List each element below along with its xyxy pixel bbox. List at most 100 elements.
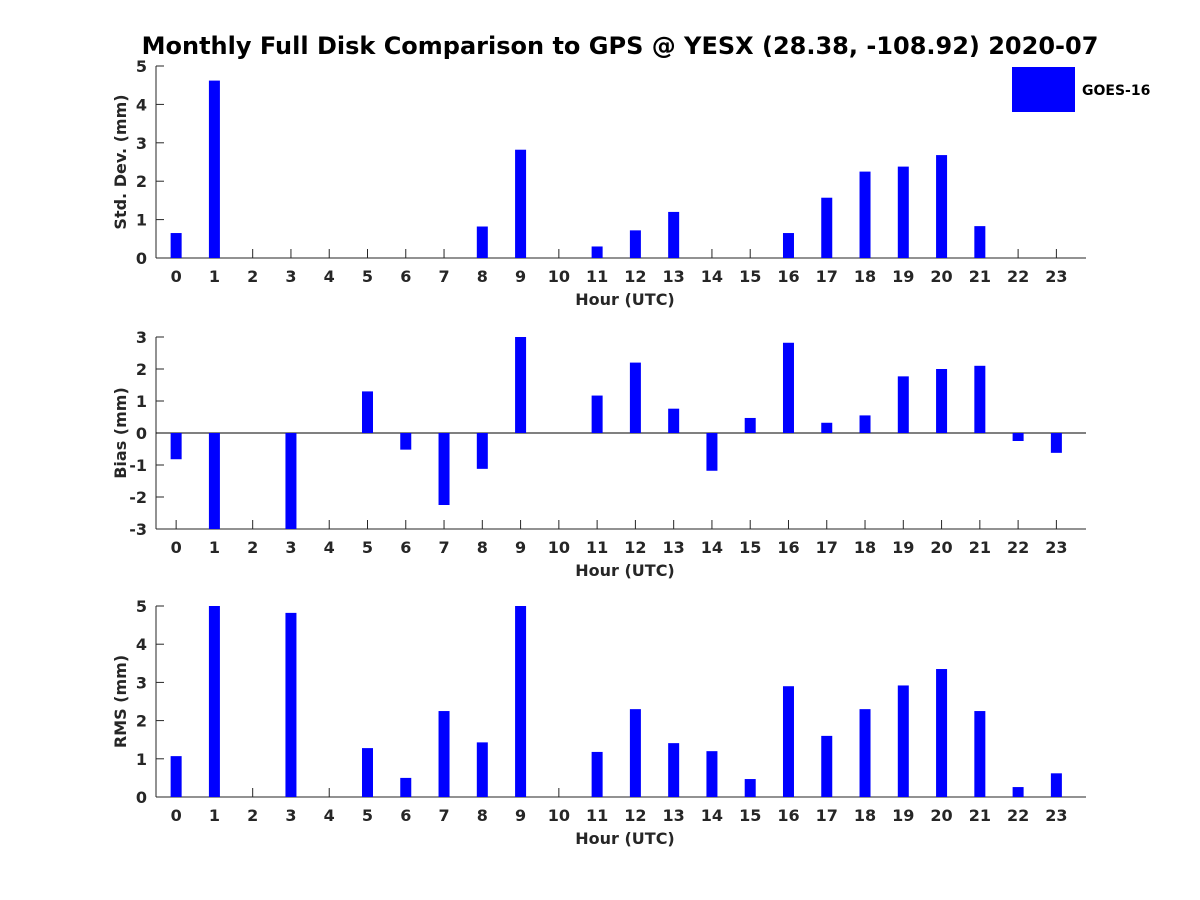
x-tick-label: 16 — [777, 806, 799, 825]
x-tick-label: 13 — [663, 806, 685, 825]
x-tick-label: 17 — [816, 267, 838, 286]
bar-hour-19 — [897, 685, 909, 797]
bar-hour-13 — [668, 211, 680, 258]
x-tick-label: 21 — [969, 806, 991, 825]
x-tick-label: 10 — [548, 267, 570, 286]
x-tick-label: 15 — [739, 538, 761, 557]
y-tick-label: 2 — [136, 172, 147, 191]
x-tick-label: 5 — [362, 806, 373, 825]
y-tick-label: -3 — [129, 520, 147, 539]
bar-hour-19 — [897, 376, 909, 433]
x-tick-label: 10 — [548, 538, 570, 557]
x-tick-label: 19 — [892, 267, 914, 286]
bar-hour-16 — [782, 233, 794, 258]
x-tick-label: 20 — [930, 806, 952, 825]
x-tick-label: 9 — [515, 267, 526, 286]
bar-hour-8 — [476, 433, 488, 469]
legend-swatch — [1012, 67, 1075, 112]
bar-hour-6 — [400, 433, 412, 450]
y-tick-label: 4 — [136, 95, 147, 114]
bar-hour-8 — [476, 742, 488, 797]
x-tick-label: 5 — [362, 538, 373, 557]
bar-hour-22 — [1012, 787, 1024, 797]
x-tick-label: 1 — [209, 806, 220, 825]
y-tick-label: 0 — [136, 788, 147, 807]
bar-hour-6 — [400, 777, 412, 797]
x-tick-label: 14 — [701, 806, 723, 825]
bar-hour-18 — [859, 415, 871, 433]
x-tick-label: 22 — [1007, 267, 1029, 286]
y-axis-label: Bias (mm) — [111, 387, 130, 479]
x-tick-label: 3 — [285, 267, 296, 286]
x-tick-label: 0 — [171, 267, 182, 286]
bar-hour-20 — [936, 155, 948, 258]
x-axis-label: Hour (UTC) — [575, 561, 675, 580]
x-tick-label: 21 — [969, 267, 991, 286]
x-tick-label: 6 — [400, 267, 411, 286]
bar-hour-1 — [208, 433, 220, 529]
x-tick-label: 10 — [548, 806, 570, 825]
y-tick-label: 0 — [136, 249, 147, 268]
y-tick-label: 0 — [136, 424, 147, 443]
x-tick-label: 23 — [1045, 267, 1067, 286]
bar-hour-17 — [821, 422, 833, 433]
bar-hour-21 — [974, 711, 986, 797]
x-tick-label: 4 — [324, 806, 335, 825]
bar-hour-1 — [208, 80, 220, 258]
y-tick-label: 1 — [136, 750, 147, 769]
bar-hour-11 — [591, 246, 603, 258]
bar-hour-1 — [208, 606, 220, 797]
x-tick-label: 9 — [515, 538, 526, 557]
bar-hour-19 — [897, 166, 909, 258]
bar-hour-14 — [706, 433, 718, 471]
x-tick-label: 3 — [285, 538, 296, 557]
bar-hour-16 — [782, 342, 794, 433]
x-tick-label: 23 — [1045, 806, 1067, 825]
legend-label: GOES-16 — [1082, 83, 1150, 99]
bar-hour-3 — [285, 433, 297, 529]
bar-hour-20 — [936, 369, 948, 433]
bar-hour-16 — [782, 686, 794, 797]
x-tick-label: 14 — [701, 538, 723, 557]
figure-title: Monthly Full Disk Comparison to GPS @ YE… — [142, 32, 1099, 60]
bar-hour-15 — [744, 417, 756, 433]
x-tick-label: 22 — [1007, 538, 1029, 557]
x-tick-label: 16 — [777, 267, 799, 286]
x-tick-label: 8 — [477, 806, 488, 825]
bar-hour-0 — [170, 233, 182, 258]
bar-hour-14 — [706, 751, 718, 797]
x-tick-label: 4 — [324, 538, 335, 557]
y-axis-label: RMS (mm) — [111, 655, 130, 748]
x-axis-label: Hour (UTC) — [575, 829, 675, 848]
x-tick-label: 12 — [624, 806, 646, 825]
y-tick-label: 3 — [136, 673, 147, 692]
bar-hour-18 — [859, 709, 871, 797]
y-tick-label: 3 — [136, 328, 147, 347]
x-tick-label: 1 — [209, 267, 220, 286]
x-tick-label: 8 — [477, 267, 488, 286]
x-tick-label: 19 — [892, 806, 914, 825]
bar-hour-12 — [629, 709, 641, 797]
bar-hour-13 — [668, 743, 680, 797]
bar-hour-9 — [515, 149, 527, 258]
x-tick-label: 21 — [969, 538, 991, 557]
bar-hour-21 — [974, 226, 986, 258]
x-tick-label: 11 — [586, 538, 608, 557]
x-tick-label: 12 — [624, 267, 646, 286]
bar-hour-17 — [821, 735, 833, 797]
bar-hour-3 — [285, 612, 297, 797]
x-tick-label: 13 — [663, 267, 685, 286]
bar-hour-12 — [629, 362, 641, 433]
x-tick-label: 19 — [892, 538, 914, 557]
bar-hour-0 — [170, 756, 182, 797]
bar-hour-18 — [859, 171, 871, 258]
x-tick-label: 6 — [400, 806, 411, 825]
x-tick-label: 7 — [438, 267, 449, 286]
y-tick-label: 5 — [136, 597, 147, 616]
bar-hour-0 — [170, 433, 182, 460]
